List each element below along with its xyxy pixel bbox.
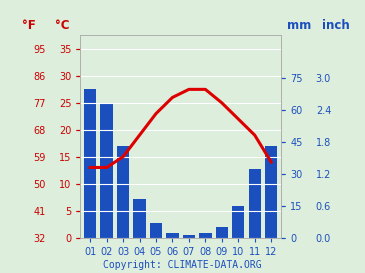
Text: °F: °F: [22, 19, 36, 32]
Text: mm: mm: [287, 19, 311, 32]
Bar: [199, 233, 212, 238]
Bar: [133, 199, 146, 238]
Bar: [166, 233, 178, 238]
Bar: [265, 146, 277, 238]
Bar: [150, 222, 162, 238]
Bar: [100, 103, 113, 238]
Text: °C: °C: [55, 19, 69, 32]
Bar: [84, 89, 96, 238]
Text: inch: inch: [322, 19, 350, 32]
Bar: [232, 206, 245, 238]
Bar: [117, 146, 129, 238]
Bar: [249, 170, 261, 238]
Text: Copyright: CLIMATE-DATA.ORG: Copyright: CLIMATE-DATA.ORG: [103, 260, 262, 270]
Bar: [183, 235, 195, 238]
Bar: [216, 227, 228, 238]
